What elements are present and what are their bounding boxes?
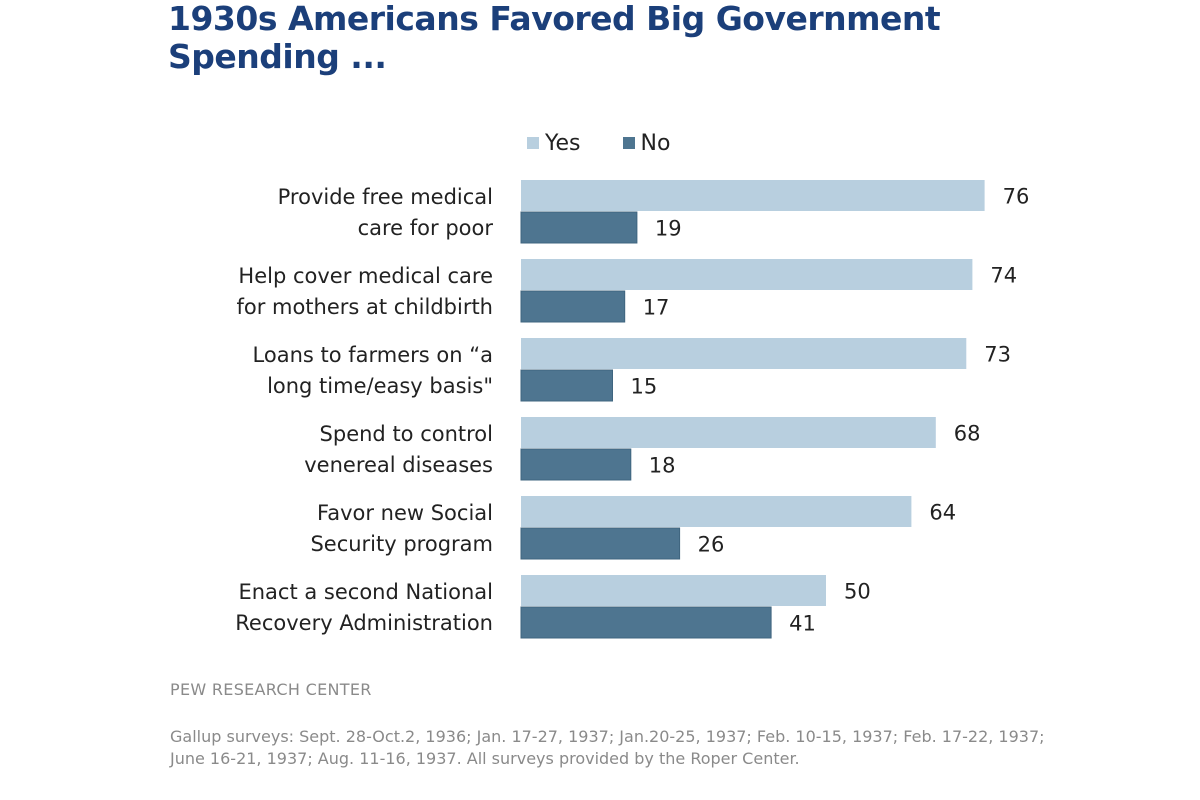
bar-yes <box>521 496 912 527</box>
source-credit: PEW RESEARCH CENTER <box>170 680 372 699</box>
chart-title: 1930s Americans Favored Big Government S… <box>168 0 941 76</box>
data-label-no: 19 <box>655 217 682 241</box>
data-label-no: 18 <box>649 454 676 478</box>
legend-item-no: No <box>622 130 671 156</box>
data-label-no: 26 <box>698 533 725 557</box>
category-label: for mothers at childbirth <box>236 295 493 319</box>
category-label: Favor new Social <box>317 501 493 525</box>
bar-no <box>520 290 626 323</box>
category-label: Security program <box>310 532 493 556</box>
data-label-yes: 73 <box>984 343 1011 367</box>
bar-no <box>520 527 681 560</box>
category-label: long time/easy basis" <box>267 374 493 398</box>
category-label: Loans to farmers on “a <box>253 343 493 367</box>
bar-yes <box>521 417 936 448</box>
category-label: venereal diseases <box>304 453 493 477</box>
data-label-no: 17 <box>643 296 670 320</box>
bar-yes <box>521 180 985 211</box>
legend-swatch-no <box>622 137 635 149</box>
legend: Yes No <box>527 128 712 158</box>
bar-yes <box>521 259 973 290</box>
data-label-no: 15 <box>631 375 658 399</box>
category-label: Help cover medical care <box>238 264 493 288</box>
legend-label-yes: Yes <box>545 130 581 156</box>
category-label: Recovery Administration <box>235 611 493 635</box>
category-label: care for poor <box>358 216 494 240</box>
category-label: Enact a second National <box>238 580 493 604</box>
legend-swatch-yes <box>527 137 539 149</box>
bar-no <box>520 606 772 639</box>
legend-item-yes: Yes <box>527 131 581 156</box>
data-label-yes: 68 <box>954 422 981 446</box>
bar-no <box>520 369 613 402</box>
legend-label-no: No <box>640 130 671 156</box>
data-label-yes: 64 <box>929 501 956 525</box>
source-note: Gallup surveys: Sept. 28-Oct.2, 1936; Ja… <box>170 727 1045 768</box>
bar-no <box>520 448 632 481</box>
category-label: Spend to control <box>320 422 493 446</box>
data-label-yes: 74 <box>990 264 1017 288</box>
bar-yes <box>521 338 967 369</box>
bar-yes <box>521 575 826 606</box>
category-label: Provide free medical <box>278 185 493 209</box>
data-label-yes: 76 <box>1003 185 1030 209</box>
data-label-yes: 50 <box>844 580 871 604</box>
data-label-no: 41 <box>789 612 816 636</box>
bar-no <box>520 211 638 244</box>
